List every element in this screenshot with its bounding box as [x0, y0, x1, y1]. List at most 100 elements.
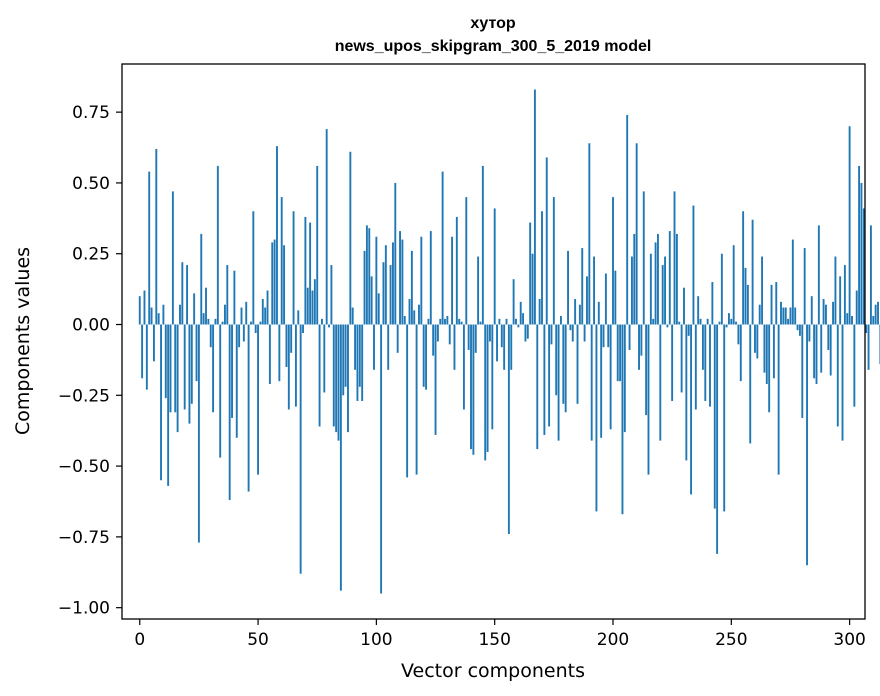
bar-249: [727, 313, 730, 325]
bar-243: [713, 324, 716, 509]
bar-258: [749, 324, 752, 444]
bar-253: [737, 324, 740, 345]
bar-181: [567, 250, 569, 325]
bar-167: [533, 89, 536, 325]
bar-18: [181, 262, 184, 325]
bar-192: [593, 256, 596, 325]
bar-298: [843, 265, 846, 325]
bar-281: [803, 248, 806, 325]
bar-218: [654, 242, 657, 325]
bar-302: [853, 324, 856, 407]
bar-121: [425, 324, 428, 390]
bar-94: [361, 324, 364, 401]
bar-269: [775, 282, 778, 325]
bar-238: [701, 324, 704, 370]
bar-142: [474, 324, 477, 353]
bar-136: [460, 321, 463, 325]
bar-20: [186, 265, 189, 325]
bar-161: [519, 301, 522, 325]
bar-229: [680, 324, 683, 393]
bar-233: [690, 324, 693, 495]
bar-196: [602, 324, 605, 348]
bar-33: [216, 165, 219, 325]
bar-155: [505, 318, 508, 325]
bar-245: [718, 321, 721, 325]
bar-82: [332, 324, 335, 427]
bar-180: [564, 324, 567, 413]
bar-138: [465, 197, 468, 325]
bar-47: [250, 321, 252, 325]
bar-204: [621, 324, 624, 515]
bar-272: [782, 307, 785, 325]
bar-10: [162, 304, 165, 325]
bar-52: [261, 299, 264, 325]
bar-11: [164, 324, 167, 399]
bar-235: [694, 324, 697, 410]
bar-251: [732, 245, 735, 325]
y-tick-label: 0.00: [72, 316, 110, 336]
bar-22: [190, 324, 193, 404]
bar-283: [808, 324, 811, 342]
bar-280: [801, 324, 804, 418]
bar-224: [668, 231, 671, 325]
bar-255: [742, 211, 745, 325]
bar-257: [746, 284, 749, 325]
bar-175: [552, 197, 555, 325]
bar-311: [874, 304, 877, 325]
bar-163: [524, 324, 527, 342]
bar-277: [794, 307, 797, 325]
bar-105: [387, 324, 390, 370]
bar-268: [772, 324, 775, 379]
bar-62: [285, 324, 288, 367]
y-tick-label: −0.75: [58, 528, 110, 548]
bar-171: [543, 324, 546, 435]
bar-114: [408, 299, 411, 325]
bar-55: [268, 324, 271, 384]
y-tick-label: 0.75: [72, 103, 110, 123]
bar-86: [342, 324, 345, 396]
x-axis-label: Vector components: [401, 660, 585, 682]
bar-214: [645, 324, 648, 416]
bar-5: [150, 307, 153, 325]
bar-37: [226, 265, 229, 325]
bar-228: [678, 321, 681, 325]
bar-69: [302, 324, 304, 333]
bar-34: [219, 324, 222, 458]
y-tick-label: 0.50: [72, 174, 110, 194]
bar-66: [294, 324, 297, 407]
bar-146: [484, 324, 487, 461]
bar-39: [231, 324, 233, 418]
bar-41: [235, 324, 238, 438]
bar-19: [183, 324, 186, 410]
bar-141: [472, 324, 475, 455]
bar-279: [798, 324, 801, 336]
bar-118: [418, 304, 420, 325]
bar-210: [635, 143, 638, 325]
bar-182: [569, 324, 572, 331]
bar-232: [687, 324, 690, 336]
bar-89: [349, 151, 352, 325]
y-tick-label: −0.25: [58, 386, 110, 406]
bar-127: [439, 318, 442, 325]
bar-304: [858, 165, 861, 325]
bar-234: [692, 205, 695, 325]
bar-108: [394, 182, 397, 325]
x-tick-label: 50: [247, 630, 269, 650]
bar-72: [309, 222, 312, 325]
bar-174: [550, 324, 553, 345]
bar-95: [363, 250, 366, 325]
bar-144: [479, 321, 482, 325]
bar-115: [410, 250, 413, 325]
bar-296: [839, 276, 842, 325]
bar-65: [292, 211, 295, 325]
bar-284: [810, 296, 813, 325]
bar-248: [725, 324, 728, 328]
bar-85: [339, 324, 342, 591]
bar-226: [673, 191, 676, 325]
bar-149: [491, 324, 494, 430]
bar-153: [500, 324, 503, 348]
bar-126: [436, 324, 439, 342]
x-tick-label: 300: [833, 630, 865, 650]
bar-178: [559, 316, 562, 325]
bar-112: [403, 316, 406, 325]
